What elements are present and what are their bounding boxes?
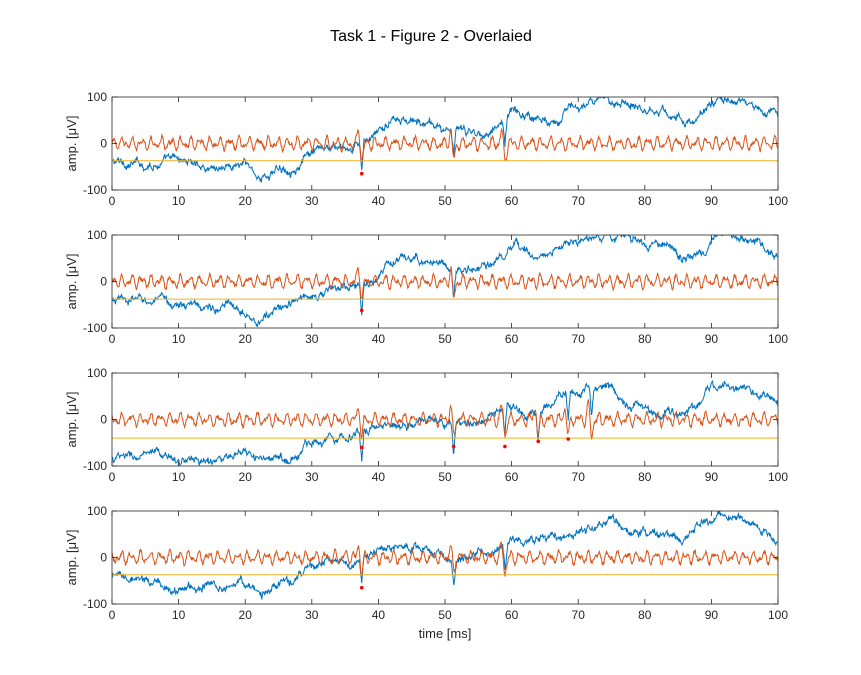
x-tick-label: 100 [768, 194, 788, 208]
y-tick-label: 100 [87, 90, 107, 104]
x-tick-label: 60 [505, 608, 519, 622]
y-tick-label: 0 [100, 137, 107, 151]
x-tick-label: 10 [172, 608, 186, 622]
x-tick-label: 70 [572, 608, 586, 622]
x-tick-label: 90 [705, 608, 719, 622]
filtered-signal-series [112, 399, 778, 441]
x-tick-label: 60 [505, 332, 519, 346]
y-tick-label: 0 [100, 551, 107, 565]
x-tick-label: 0 [109, 194, 116, 208]
x-tick-label: 90 [705, 332, 719, 346]
detection-marker [503, 444, 507, 449]
x-tick-label: 10 [172, 470, 186, 484]
detection-marker [359, 171, 364, 176]
x-tick-label: 40 [372, 332, 386, 346]
x-tick-label: 50 [438, 470, 452, 484]
y-tick-label: 100 [87, 366, 107, 380]
y-tick-label: 0 [100, 413, 107, 427]
x-tick-label: 0 [109, 332, 116, 346]
raw-signal-series [112, 97, 778, 183]
x-tick-label: 80 [638, 332, 652, 346]
raw-signal-series [112, 235, 778, 328]
x-tick-label: 60 [505, 470, 519, 484]
detection-marker [359, 445, 364, 450]
x-tick-label: 90 [705, 194, 719, 208]
x-tick-label: 20 [239, 608, 253, 622]
filtered-signal-series [112, 127, 778, 162]
x-tick-label: 100 [768, 332, 788, 346]
x-tick-label: 100 [768, 608, 788, 622]
detection-marker [566, 437, 571, 441]
x-tick-label: 30 [305, 470, 319, 484]
x-tick-label: 80 [638, 194, 652, 208]
y-axis-label: amp. [μV] [64, 116, 79, 172]
y-tick-label: 0 [100, 275, 107, 289]
y-axis-label: amp. [μV] [64, 392, 79, 448]
detection-marker [536, 439, 541, 444]
detection-marker [451, 444, 456, 449]
plot-area [112, 97, 778, 190]
x-tick-label: 70 [572, 470, 586, 484]
filtered-signal-series [112, 266, 778, 300]
x-axis-label: time [ms] [419, 626, 472, 641]
x-tick-label: 10 [172, 332, 186, 346]
plot-area [112, 511, 778, 604]
x-tick-label: 80 [638, 608, 652, 622]
x-tick-label: 60 [505, 194, 519, 208]
figure-title: Task 1 - Figure 2 - Overlaied [330, 28, 532, 45]
detection-marker [359, 585, 364, 590]
x-tick-label: 20 [239, 332, 253, 346]
x-tick-label: 20 [239, 470, 253, 484]
y-tick-label: -100 [83, 597, 107, 611]
raw-signal-series [112, 379, 778, 466]
x-tick-label: 70 [572, 194, 586, 208]
x-tick-label: 30 [305, 332, 319, 346]
y-tick-label: -100 [83, 459, 107, 473]
y-tick-label: 100 [87, 228, 107, 242]
x-tick-label: 0 [109, 470, 116, 484]
x-tick-label: 20 [239, 194, 253, 208]
x-tick-label: 100 [768, 470, 788, 484]
y-tick-label: -100 [83, 321, 107, 335]
x-tick-label: 90 [705, 470, 719, 484]
x-tick-label: 50 [438, 332, 452, 346]
y-tick-label: 100 [87, 504, 107, 518]
x-tick-label: 10 [172, 194, 186, 208]
x-tick-label: 70 [572, 332, 586, 346]
y-axis-label: amp. [μV] [64, 530, 79, 586]
x-tick-label: 50 [438, 608, 452, 622]
x-tick-label: 50 [438, 194, 452, 208]
x-tick-label: 40 [372, 470, 386, 484]
x-tick-label: 80 [638, 470, 652, 484]
x-tick-label: 40 [372, 608, 386, 622]
y-axis-label: amp. [μV] [64, 254, 79, 310]
detection-marker [359, 308, 364, 313]
x-tick-label: 30 [305, 194, 319, 208]
x-tick-label: 30 [305, 608, 319, 622]
x-tick-label: 0 [109, 608, 116, 622]
y-tick-label: -100 [83, 183, 107, 197]
filtered-signal-series [112, 541, 778, 577]
x-tick-label: 40 [372, 194, 386, 208]
